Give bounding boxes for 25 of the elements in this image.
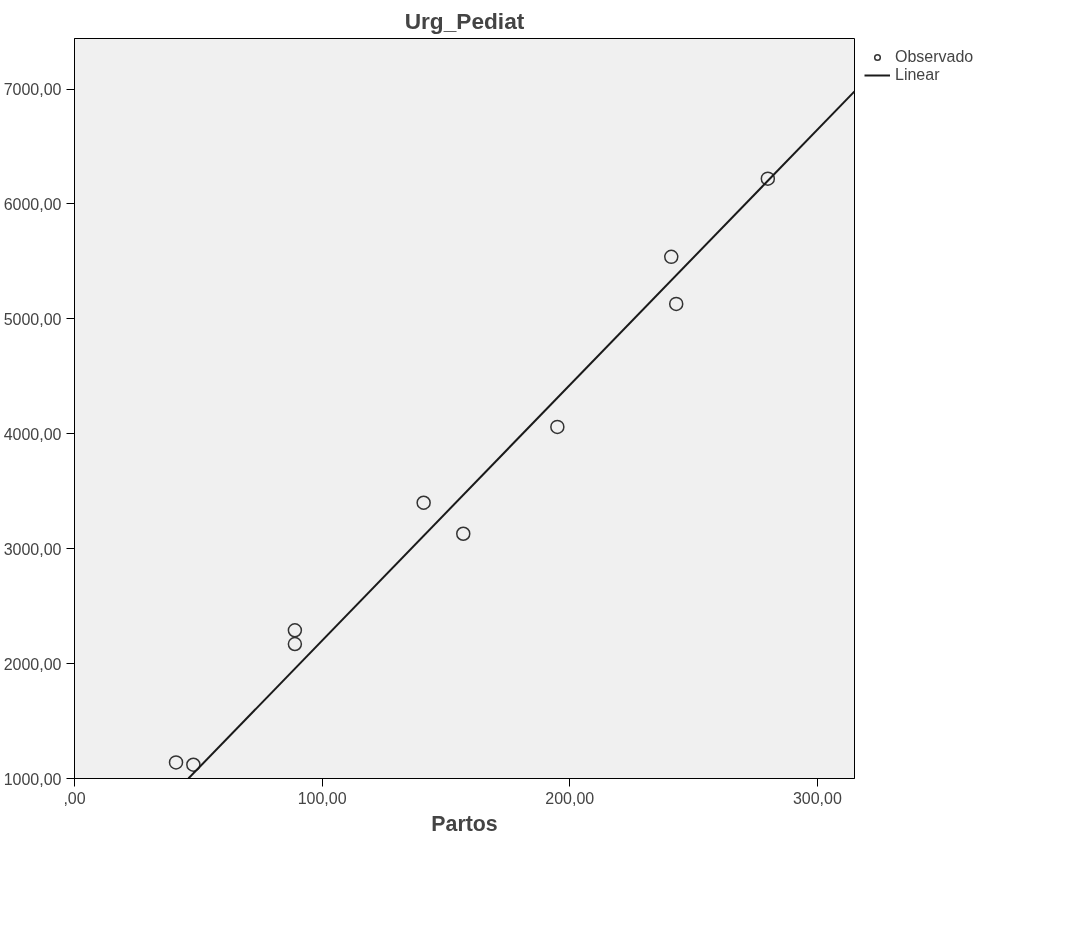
point xyxy=(550,419,565,435)
point xyxy=(664,249,679,265)
point xyxy=(760,171,776,186)
y-tick-label: 4000,00 xyxy=(3,425,62,443)
point xyxy=(416,495,431,510)
point xyxy=(668,296,684,312)
x-tick-label: 100,00 xyxy=(297,789,347,807)
point xyxy=(287,623,303,638)
legend-label: Linear xyxy=(895,66,940,84)
y-tick-label: 3000,00 xyxy=(3,540,62,558)
point xyxy=(287,636,303,652)
point xyxy=(186,757,201,772)
y-tick-label: 5000,00 xyxy=(3,310,62,328)
y-tick-label: 6000,00 xyxy=(3,195,62,213)
legend-label: Observado xyxy=(895,48,974,66)
y-tick-label: 1000,00 xyxy=(3,770,62,788)
x-tick-label: ,00 xyxy=(63,789,86,807)
x-tick-label: 200,00 xyxy=(545,789,595,807)
x-axis-title: Partos xyxy=(431,811,498,836)
y-tick-label: 2000,00 xyxy=(3,655,62,673)
x-tick-label: 300,00 xyxy=(792,789,842,807)
chart-title: Urg_Pediat xyxy=(404,7,525,34)
point xyxy=(168,755,184,770)
point xyxy=(456,526,471,541)
y-tick-label: 7000,00 xyxy=(3,81,62,99)
